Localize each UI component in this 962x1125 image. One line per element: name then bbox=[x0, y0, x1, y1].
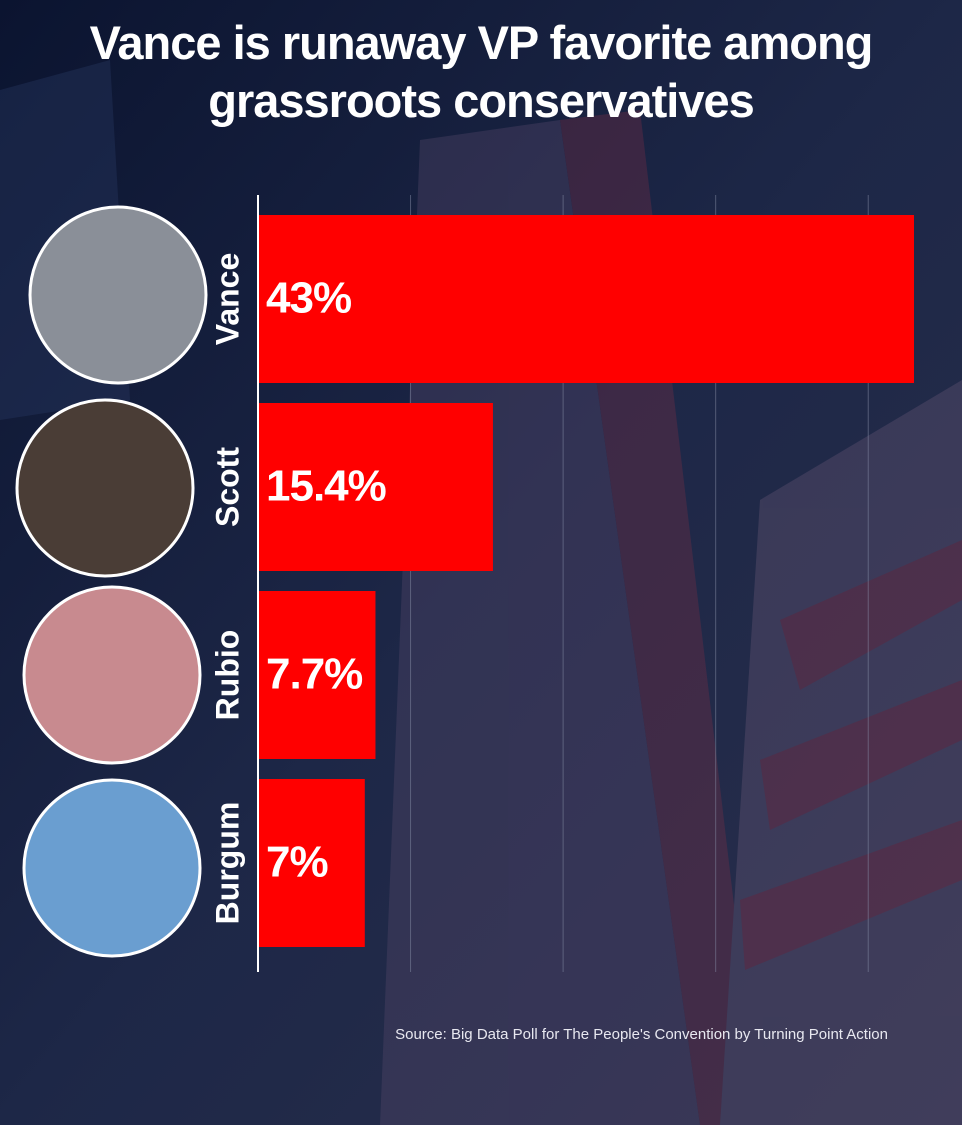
value-label: 7% bbox=[266, 838, 328, 887]
bar bbox=[258, 215, 914, 383]
portrait bbox=[22, 778, 202, 958]
portrait bbox=[22, 585, 202, 765]
bar bbox=[258, 779, 365, 947]
portrait bbox=[28, 205, 208, 385]
source: Source: Big Data Poll for The People's C… bbox=[395, 1026, 888, 1043]
category-label: Scott bbox=[209, 447, 245, 527]
portraits bbox=[15, 205, 208, 958]
category-label: Rubio bbox=[209, 630, 245, 721]
category-label: Burgum bbox=[209, 802, 245, 925]
value-label: 7.7% bbox=[266, 650, 362, 699]
chart-title: Vance is runaway VP favorite among grass… bbox=[89, 16, 874, 127]
bar bbox=[258, 403, 493, 571]
bar bbox=[258, 591, 376, 759]
value-label: 15.4% bbox=[266, 462, 386, 511]
category-label: Vance bbox=[209, 253, 245, 346]
value-label: 43% bbox=[266, 274, 351, 323]
portrait bbox=[15, 398, 195, 578]
